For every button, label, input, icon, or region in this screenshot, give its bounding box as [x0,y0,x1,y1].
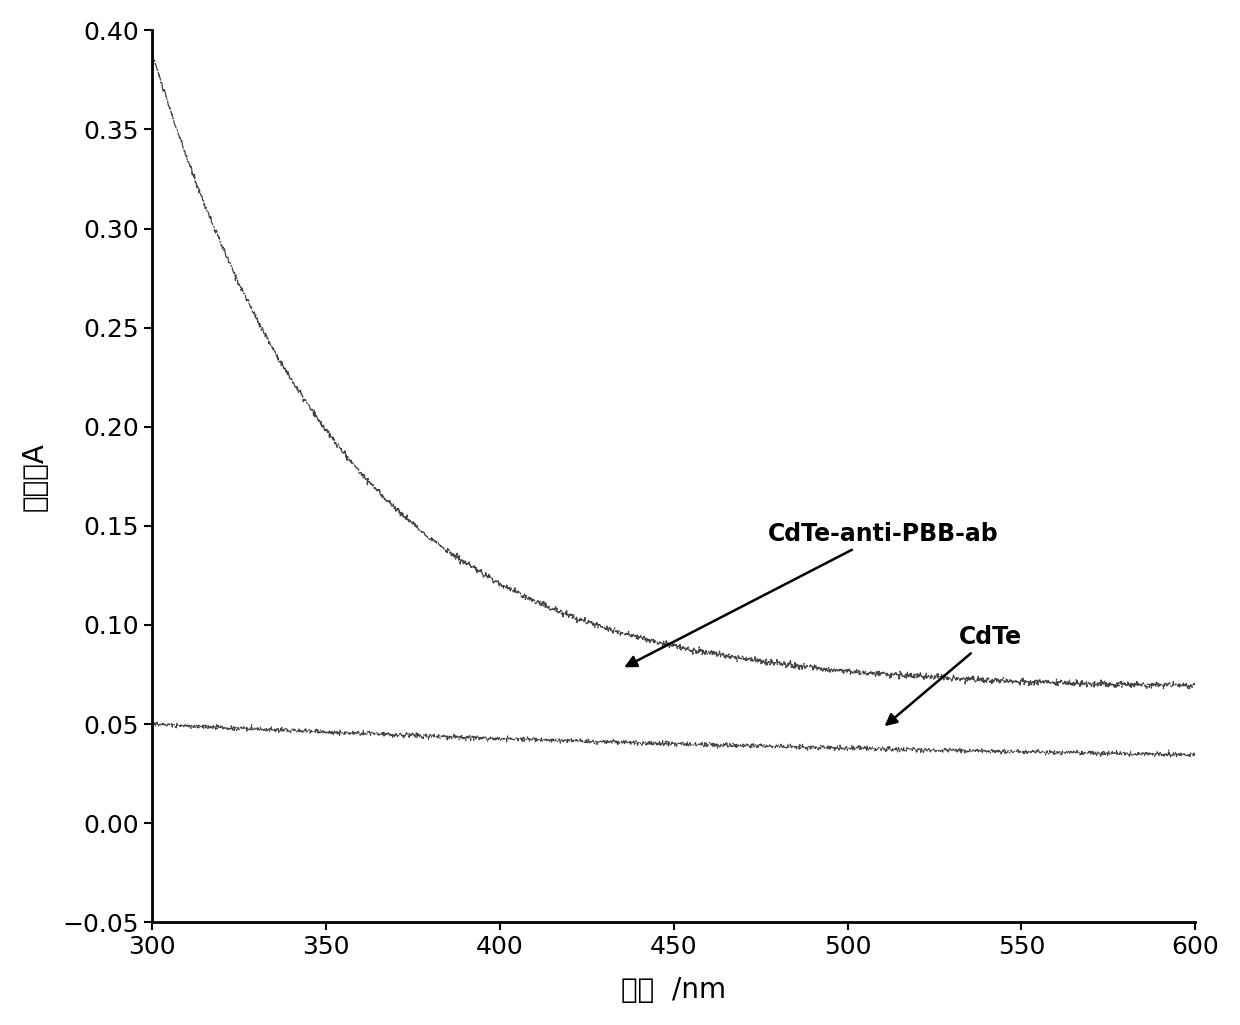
Y-axis label: 吸光度A: 吸光度A [21,442,48,510]
Text: CdTe-anti-PBB-ab: CdTe-anti-PBB-ab [626,522,998,666]
Text: CdTe: CdTe [887,625,1022,725]
X-axis label: 波长  /nm: 波长 /nm [621,976,727,1004]
